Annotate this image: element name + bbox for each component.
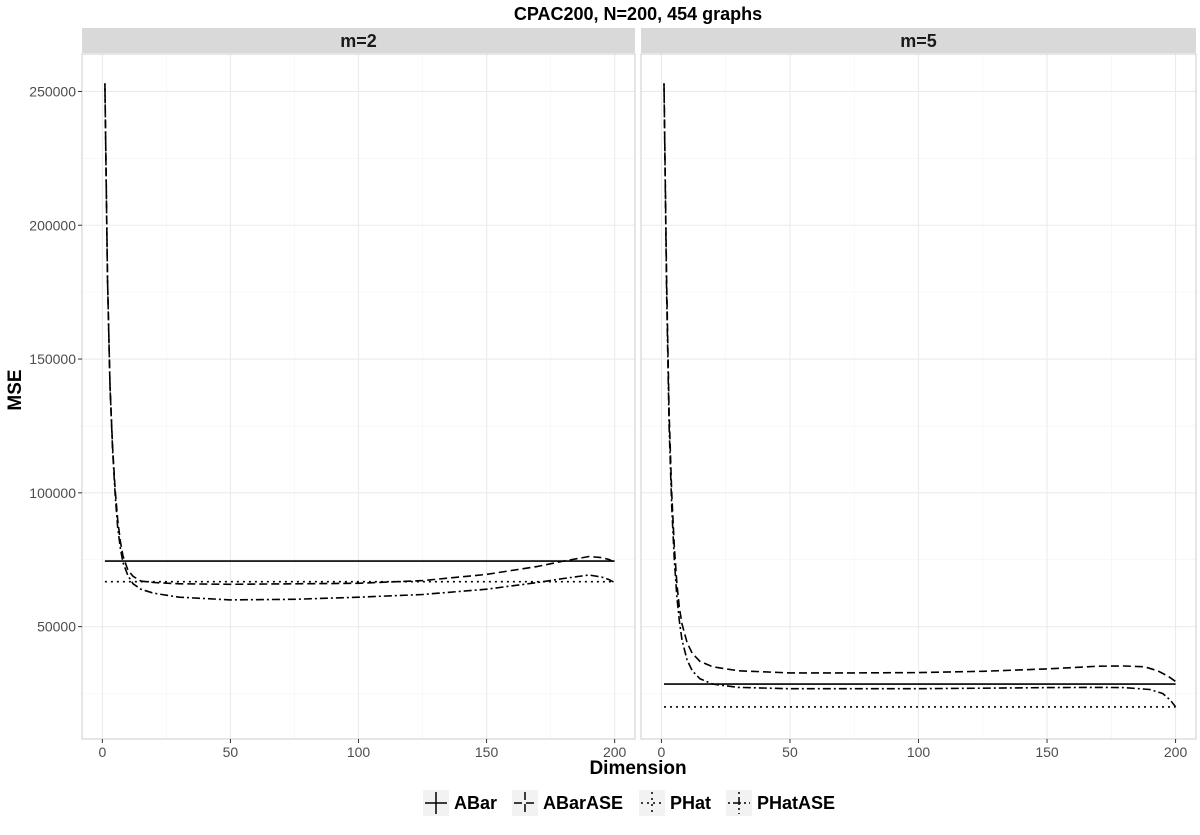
legend-item-abarase: ABarASE [512,790,623,816]
legend-item-phat: PHat [639,790,711,816]
y-axis-title: MSE [5,369,26,410]
x-tick-label: 150 [475,744,499,760]
x-tick-label: 100 [907,744,931,760]
series-line-phatase [663,83,1177,708]
y-tick-label: 150000 [29,351,76,367]
x-tick-label: 150 [1035,744,1059,760]
facet-label: m=2 [340,31,377,51]
series-line-abarase [663,83,1177,683]
panel-m2: m=2 0 50 100 150 200 50000 100000 150000 200000 25… [29,28,636,760]
x-tick-label: 200 [603,744,627,760]
y-tick-label: 100000 [29,485,76,501]
x-tick-label: 0 [98,744,106,760]
series-line-phatase [104,83,615,601]
series-line-abarase [104,83,615,586]
facet-label: m=5 [900,31,937,51]
legend-item-abar: ABar [423,790,497,816]
legend-label: ABarASE [543,793,623,813]
x-tick-label: 0 [658,744,666,760]
legend: ABar ABarASE PHat PHatASE [423,790,835,816]
panel-m5: m=5 0 50 100 150 200 [640,28,1197,760]
legend-label: PHatASE [757,793,835,813]
facet-strip [82,28,635,53]
chart-title: CPAC200, N=200, 454 graphs [514,4,762,24]
legend-item-phatase: PHatASE [726,790,835,816]
y-tick-label: 250000 [29,83,76,99]
y-tick-label: 200000 [29,217,76,233]
x-tick-label: 50 [782,744,798,760]
x-tick-label: 100 [347,744,371,760]
legend-label: PHat [670,793,711,813]
x-tick-label: 50 [223,744,239,760]
facet-strip [641,28,1196,53]
legend-label: ABar [454,793,497,813]
x-tick-label: 200 [1164,744,1188,760]
y-tick-label: 50000 [37,619,76,635]
x-axis-title: Dimension [589,758,686,779]
panels: m=2 0 50 100 150 200 50000 100000 150000 200000 25… [29,28,1197,760]
